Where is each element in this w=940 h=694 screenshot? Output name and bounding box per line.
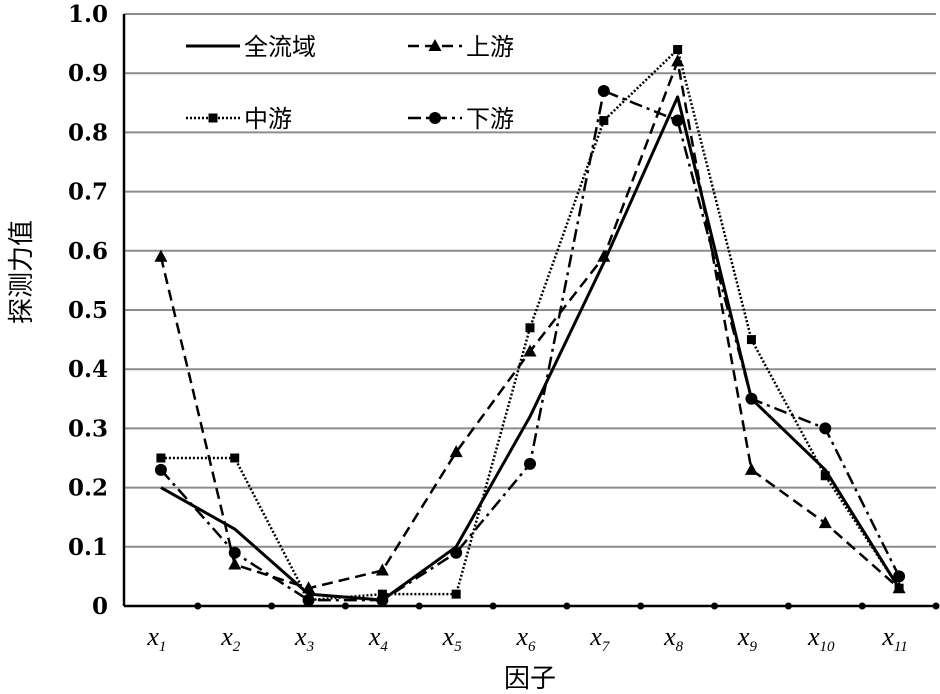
data-point [525,323,535,333]
data-point [745,392,758,405]
y-tick-label: 0.8 [68,119,108,146]
x-tick-label: x5 [442,622,463,655]
legend-item: 上游 [408,33,514,61]
data-point [449,445,463,458]
legend-item: 下游 [408,105,514,133]
data-point [818,516,832,529]
data-point [893,570,906,583]
series-line [160,95,901,602]
data-point [302,594,315,607]
series-3 [156,45,904,605]
x-tick-labels: x1 x2 x3 x4 x5 x6 x7 x8 x9 x10 x11 [146,622,907,655]
data-point [671,114,684,127]
series-2 [154,54,906,594]
data-point [671,54,685,67]
data-point [154,463,167,476]
x-tick-label: x2 [220,622,241,655]
data-point [744,462,758,475]
y-tick-label: 0.5 [68,297,108,324]
gridlines [124,13,936,548]
x-tick-mark [341,602,349,610]
x-tick-mark [932,602,940,610]
series-4 [154,84,906,607]
x-tick-mark [784,602,792,610]
x-tick-mark [637,602,645,610]
legend-marker [429,112,441,124]
legend-item: 全流域 [186,33,316,61]
data-point [597,84,610,97]
legend-label: 上游 [466,33,514,61]
x-tick-mark [711,602,719,610]
data-point [819,422,832,435]
data-point [156,453,166,463]
x-tick-label: x9 [737,622,758,655]
x-tick-mark [194,602,202,610]
data-point [228,557,242,570]
data-point [230,453,240,463]
data-point [228,546,241,559]
x-tick-mark [268,602,276,610]
data-point [894,583,904,593]
x-tick-label: x4 [368,622,389,655]
y-tick-label: 0.4 [68,356,108,383]
data-point [673,45,683,55]
x-tick-mark [563,602,571,610]
data-point [524,457,536,470]
series-1 [160,95,901,602]
axes [122,14,940,610]
data-point [375,563,389,576]
series-lines [154,45,906,607]
legend-item: 中游 [186,105,292,133]
y-tick-label: 0.6 [68,238,108,265]
legend-marker [428,39,442,51]
y-axis-title: 探测力值 [7,220,37,324]
y-tick-label: 0.3 [68,415,108,442]
data-point [820,471,830,481]
x-tick-label: x10 [807,622,835,655]
x-tick-label: x3 [294,622,314,655]
data-point [376,594,389,607]
data-point [302,581,316,594]
y-tick-labels: 0 0.1 0.2 0.3 0.4 0.5 0.6 0.7 0.8 0.9 1.0 [68,1,108,620]
y-tick-label: 0.7 [68,179,108,206]
data-point [599,116,609,126]
x-tick-label: x8 [663,622,684,655]
y-tick-label: 0.2 [68,475,108,502]
y-tick-label: 0.1 [68,534,108,561]
data-point [451,589,461,599]
data-point [597,249,611,262]
legend-label: 中游 [244,105,292,133]
data-point [154,249,168,262]
x-tick-label: x6 [515,622,536,655]
series-line [160,48,901,602]
legend-label: 下游 [466,105,514,133]
x-tick-label: x7 [589,622,611,655]
x-tick-mark [858,602,866,610]
x-tick-mark [489,602,497,610]
y-tick-label: 0.9 [68,60,108,87]
x-axis-title: 因子 [504,664,556,694]
data-point [450,546,463,559]
y-tick-label: 1.0 [68,1,108,28]
y-tick-label: 0 [92,593,108,620]
data-point [746,335,756,345]
x-tick-mark [415,602,423,610]
data-point [523,344,537,357]
x-tick-label: x1 [146,622,166,655]
legend-marker [208,113,218,123]
legend-label: 全流域 [244,33,316,61]
x-tick-label: x11 [881,622,907,655]
